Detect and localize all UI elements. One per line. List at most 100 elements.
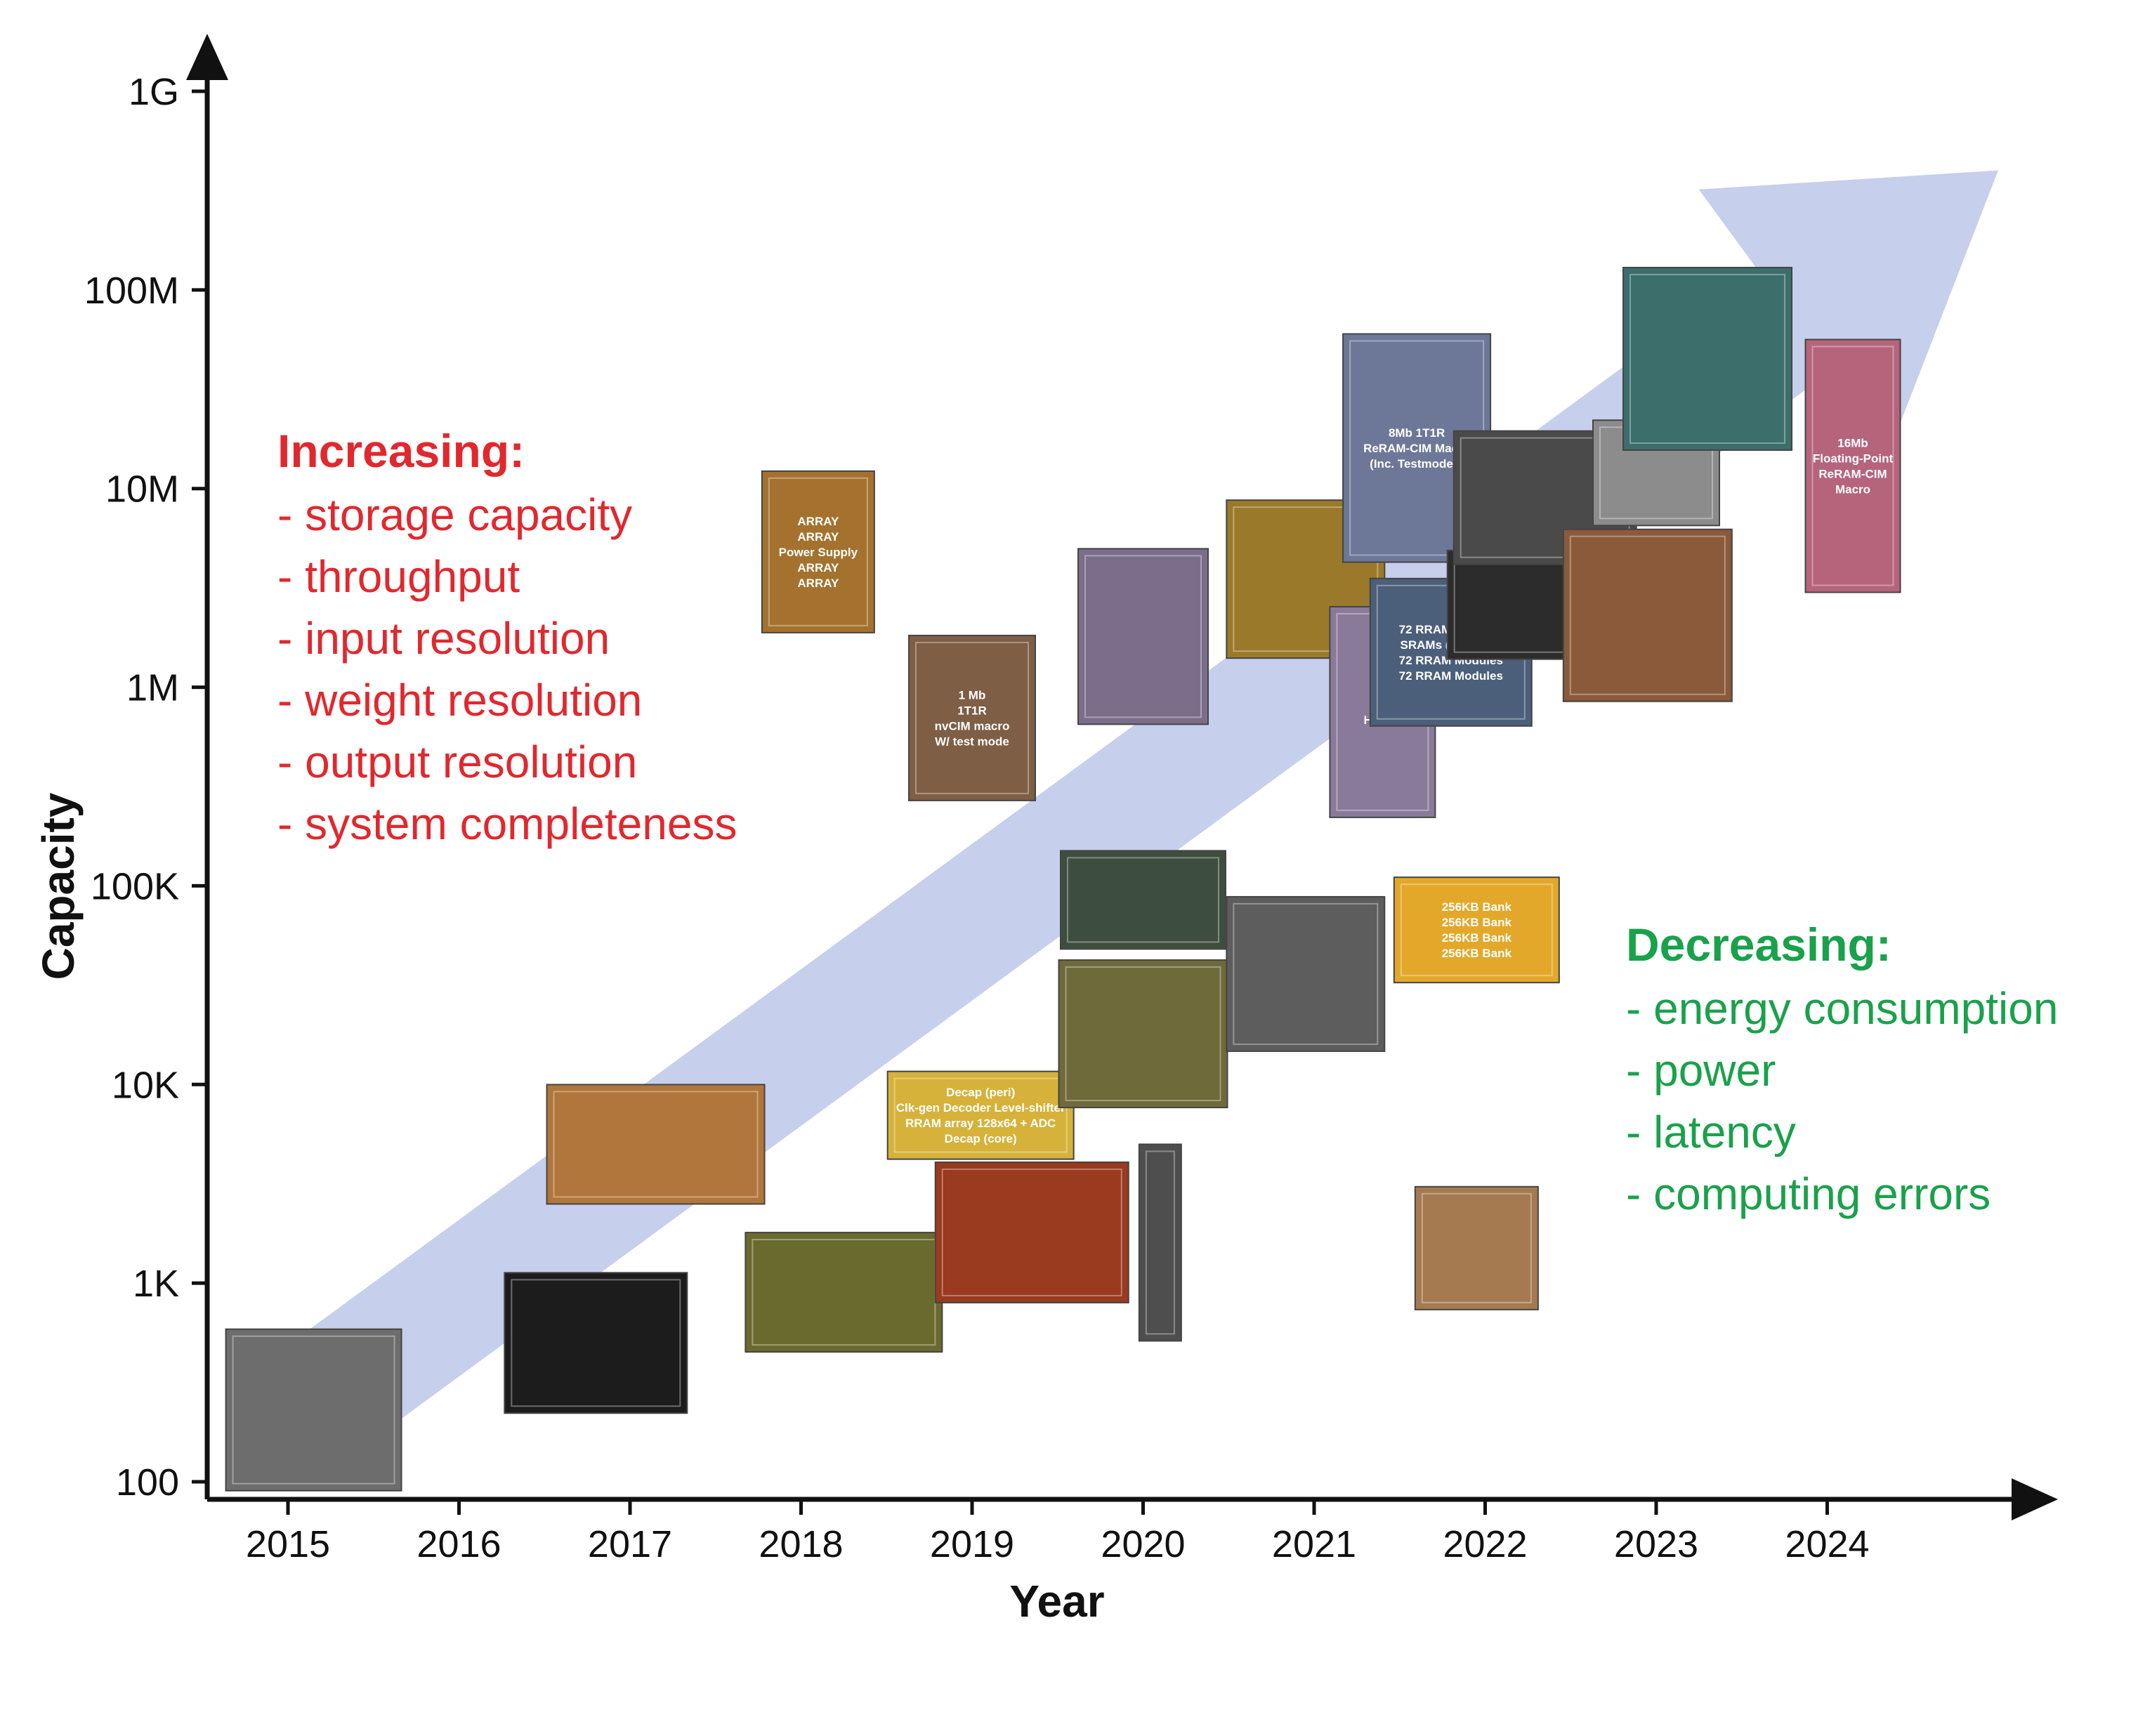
- chip-die: [1622, 266, 1793, 451]
- chip-label: (Inc. Testmodes): [1370, 457, 1464, 471]
- chip-point: ARRAY ARRAY Power Supply ARRAY ARRAY: [761, 470, 875, 633]
- increasing-item: - weight resolution: [277, 675, 642, 725]
- decreasing-list: Decreasing: - energy consumption - power…: [1626, 919, 2058, 1219]
- chip-label: 256KB Bank: [1442, 900, 1512, 914]
- chip-die-inner: [511, 1279, 681, 1407]
- chip-point: 256KB Bank 256KB Bank 256KB Bank 256KB Bank: [1393, 876, 1560, 984]
- y-tick-label: 100M: [84, 270, 179, 312]
- decreasing-item: - latency: [1626, 1107, 1796, 1157]
- chip-die: [1414, 1185, 1539, 1310]
- decreasing-title: Decreasing:: [1626, 919, 1891, 971]
- chip-points: ARRAY ARRAY Power Supply ARRAY ARRAY 1 Mb 1T1R…: [225, 266, 1901, 1492]
- chip-point: [1562, 528, 1733, 702]
- increasing-item: - system completeness: [277, 798, 737, 849]
- chip-label: ARRAY: [797, 515, 839, 528]
- chip-label: W/ test mode: [935, 735, 1009, 748]
- chip-label: ReRAM-CIM Macro: [1363, 442, 1470, 455]
- chip-die: [1077, 548, 1209, 725]
- y-tick-label: 100: [116, 1461, 179, 1504]
- y-axis-title: Capacity: [33, 792, 84, 980]
- x-tick-label: 2020: [1101, 1523, 1185, 1565]
- y-tick-label: 100K: [91, 865, 179, 907]
- chip-label: Clk-gen Decoder Level-shifter: [896, 1101, 1065, 1114]
- x-tick-label: 2017: [588, 1523, 672, 1565]
- chip-point: [1138, 1143, 1182, 1342]
- chip-label: Decap (peri): [946, 1086, 1015, 1099]
- chip-point: [504, 1272, 688, 1414]
- chip-die: [225, 1328, 402, 1492]
- chip-die: [908, 634, 1036, 801]
- chip-die-inner: [1067, 857, 1219, 943]
- chip-point: [1058, 959, 1228, 1109]
- y-tick-label: 10M: [105, 468, 179, 511]
- chip-point: [934, 1161, 1129, 1303]
- increasing-item: - output resolution: [277, 737, 637, 787]
- chip-die-inner: [941, 1168, 1122, 1296]
- increasing-title: Increasing:: [277, 425, 525, 477]
- chip-label: 8Mb 1T1R: [1389, 426, 1445, 440]
- chip-point: [1060, 850, 1226, 950]
- chip-label: RRAM array 128x64 + ADC: [905, 1117, 1056, 1130]
- chip-die: [1138, 1143, 1182, 1342]
- chip-label: 72 RRAM Modules: [1399, 669, 1503, 683]
- chip-die: [504, 1272, 688, 1414]
- x-tick-label: 2022: [1443, 1523, 1527, 1565]
- chip-die-inner: [553, 1091, 759, 1198]
- chip-point: [1077, 548, 1209, 725]
- decreasing-item: - computing errors: [1626, 1169, 1991, 1219]
- y-axis-arrowhead: [186, 34, 228, 80]
- chip-label: ARRAY: [797, 530, 839, 544]
- chip-point: [1622, 266, 1793, 451]
- chip-point: 16Mb Floating-Point ReRAM-CIM Macro: [1804, 338, 1901, 593]
- y-tick-label: 10K: [112, 1064, 179, 1106]
- x-tick-label: 2021: [1272, 1523, 1356, 1565]
- chip-label: Macro: [1835, 482, 1870, 496]
- chip-die: [886, 1070, 1075, 1160]
- chip-die: [1058, 959, 1228, 1109]
- x-tick-label: 2016: [417, 1523, 501, 1565]
- chip-label: 256KB Bank: [1442, 947, 1512, 960]
- chip-die: [745, 1232, 943, 1353]
- x-tick-label: 2015: [246, 1523, 330, 1565]
- x-tick-label: 2023: [1614, 1523, 1698, 1565]
- y-tick-label: 1M: [126, 667, 179, 709]
- chip-label: Floating-Point: [1813, 452, 1894, 465]
- chip-point: 1 Mb 1T1R nvCIM macro W/ test mode: [908, 634, 1036, 801]
- chip-die-inner: [1629, 273, 1786, 444]
- chip-label: ReRAM-CIM: [1818, 467, 1887, 480]
- increasing-list: Increasing: - storage capacity - through…: [277, 425, 737, 849]
- x-axis-arrowhead: [2012, 1478, 2058, 1520]
- decreasing-item: - power: [1626, 1045, 1776, 1096]
- increasing-item: - throughput: [277, 551, 520, 602]
- chip-die-inner: [1145, 1150, 1175, 1335]
- chip-die: [1060, 850, 1226, 950]
- tick-labels: 2015 2016 2017 2018 2019 2020 2021 2022 2023 2024…: [84, 71, 1870, 1565]
- chip-die-inner: [1569, 535, 1726, 695]
- chip-label: 16Mb: [1837, 436, 1868, 449]
- axes: [186, 34, 2058, 1520]
- chip-die-inner: [1421, 1192, 1532, 1303]
- chip-label: 256KB Bank: [1442, 916, 1512, 929]
- chip-label: 1T1R: [957, 704, 987, 717]
- chip-label: 256KB Bank: [1442, 931, 1512, 945]
- chip-die-inner: [915, 641, 1029, 794]
- chip-label: Power Supply: [779, 546, 858, 559]
- chip-label: Decap (core): [945, 1132, 1017, 1145]
- chip-point: [1226, 895, 1386, 1052]
- chip-die: [761, 470, 875, 633]
- chip-die-inner: [1400, 883, 1553, 977]
- x-tick-label: 2019: [930, 1523, 1014, 1565]
- x-tick-label: 2024: [1785, 1523, 1869, 1565]
- chip-die: [934, 1161, 1129, 1303]
- chip-label: ARRAY: [797, 577, 839, 590]
- chip-point: [745, 1232, 943, 1353]
- chip-die: [1804, 338, 1901, 593]
- chip-die-inner: [768, 477, 868, 626]
- x-tick-label: 2018: [759, 1523, 843, 1565]
- chip-point: [225, 1328, 402, 1492]
- chip-die: [1393, 876, 1560, 984]
- chip-label: nvCIM macro: [935, 719, 1010, 732]
- chip-point: [1414, 1185, 1539, 1310]
- chip-label: ARRAY: [797, 561, 839, 574]
